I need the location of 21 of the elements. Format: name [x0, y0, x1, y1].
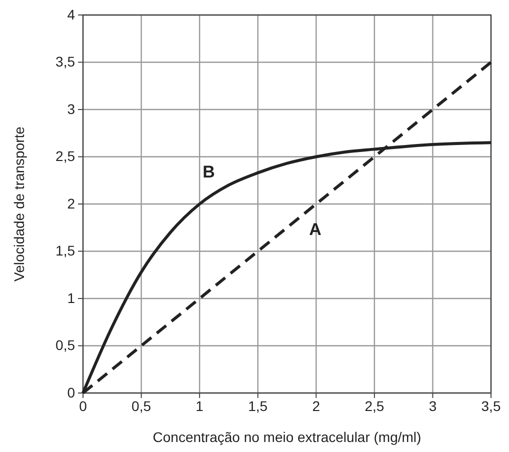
- y-tick-label: 4: [67, 6, 76, 22]
- y-tick-label: 0,5: [56, 337, 76, 354]
- x-tick-label: 0: [79, 398, 88, 414]
- x-tick-label: 3: [428, 398, 437, 414]
- series-label: B: [202, 162, 215, 182]
- y-tick-label: 3,5: [56, 54, 76, 70]
- x-tick-label: 0,5: [132, 398, 152, 414]
- x-tick-label: 2,5: [364, 398, 384, 414]
- y-tick-label: 1: [67, 290, 76, 306]
- x-tick-label: 2: [312, 398, 320, 414]
- x-tick-label: 3,5: [481, 398, 501, 414]
- x-tick-label: 1: [196, 398, 204, 414]
- y-tick-label: 1,5: [56, 242, 76, 259]
- y-tick-label: 0: [67, 384, 76, 400]
- series-label: A: [309, 220, 322, 239]
- y-tick-label: 2: [67, 195, 76, 212]
- y-axis-title: Velocidade de transporte: [11, 126, 27, 282]
- x-tick-label: 1,5: [248, 398, 268, 414]
- y-tick-label: 2,5: [56, 148, 76, 164]
- x-axis-title: Concentração no meio extracelular (mg/ml): [152, 429, 422, 445]
- y-tick-label: 3: [67, 100, 76, 117]
